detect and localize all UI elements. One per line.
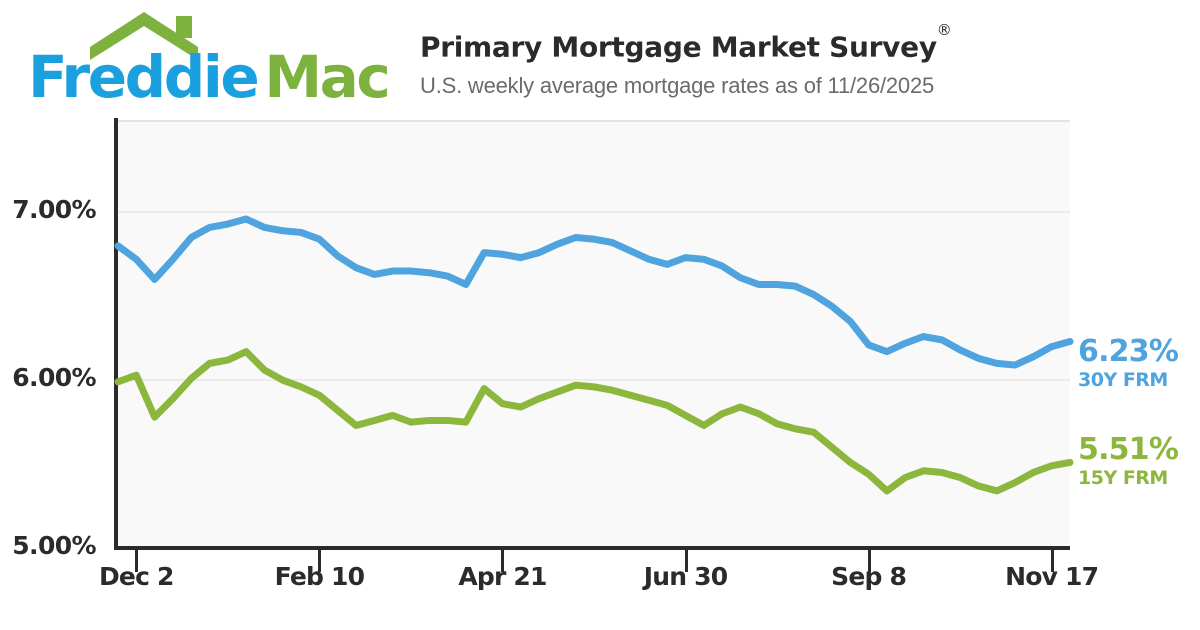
end-label-30y-name: 30Y FRM <box>1078 369 1168 391</box>
x-axis-tick-label: Feb 10 <box>274 562 365 591</box>
line-series-30y-frm <box>114 215 1074 369</box>
x-axis-tick-label: Dec 2 <box>98 562 174 591</box>
house-roof-icon <box>90 12 198 60</box>
x-axis-tick-label: Sep 8 <box>831 562 907 591</box>
freddie-mac-logo: Freddie Mac <box>28 12 391 108</box>
y-axis-line <box>114 118 118 550</box>
title-block: Primary Mortgage Market Survey® U.S. wee… <box>420 21 1180 102</box>
x-axis-tick-mark <box>1050 550 1054 572</box>
logo-text-freddie: Freddie <box>28 43 260 111</box>
gridline <box>118 379 1070 382</box>
end-label-15y-value: 5.51% <box>1078 432 1179 467</box>
page-title-text: Primary Mortgage Market Survey <box>420 30 937 64</box>
line-series-15y-frm <box>114 348 1074 495</box>
end-label-15y-name: 15Y FRM <box>1078 467 1168 489</box>
x-axis-tick-mark <box>135 550 139 572</box>
chart-header: Freddie Mac Primary Mortgage Market Surve… <box>0 0 1200 115</box>
x-axis-tick-mark <box>867 550 871 572</box>
end-label-30y-frm: 6.23% 30Y FRM <box>1078 334 1179 392</box>
logo-text-mac: Mac <box>264 43 390 111</box>
logo-wordmark: Freddie Mac <box>28 43 391 111</box>
x-axis-tick-mark <box>684 550 688 572</box>
x-axis-tick-label: Jun 30 <box>643 562 728 591</box>
end-label-30y-value: 6.23% <box>1078 334 1179 369</box>
end-label-15y-frm: 5.51% 15Y FRM <box>1078 432 1179 490</box>
registered-trademark-mark: ® <box>936 21 952 40</box>
x-axis-line <box>114 546 1070 550</box>
x-axis-tick-label: Apr 21 <box>458 562 547 591</box>
gridline <box>118 211 1070 214</box>
page-subtitle: U.S. weekly average mortgage rates as of… <box>420 73 935 99</box>
x-axis-tick-label: Nov 17 <box>1005 562 1099 591</box>
x-axis-tick-mark <box>318 550 322 572</box>
x-axis-tick-mark <box>501 550 505 572</box>
page-title: Primary Mortgage Market Survey® <box>420 21 1180 66</box>
